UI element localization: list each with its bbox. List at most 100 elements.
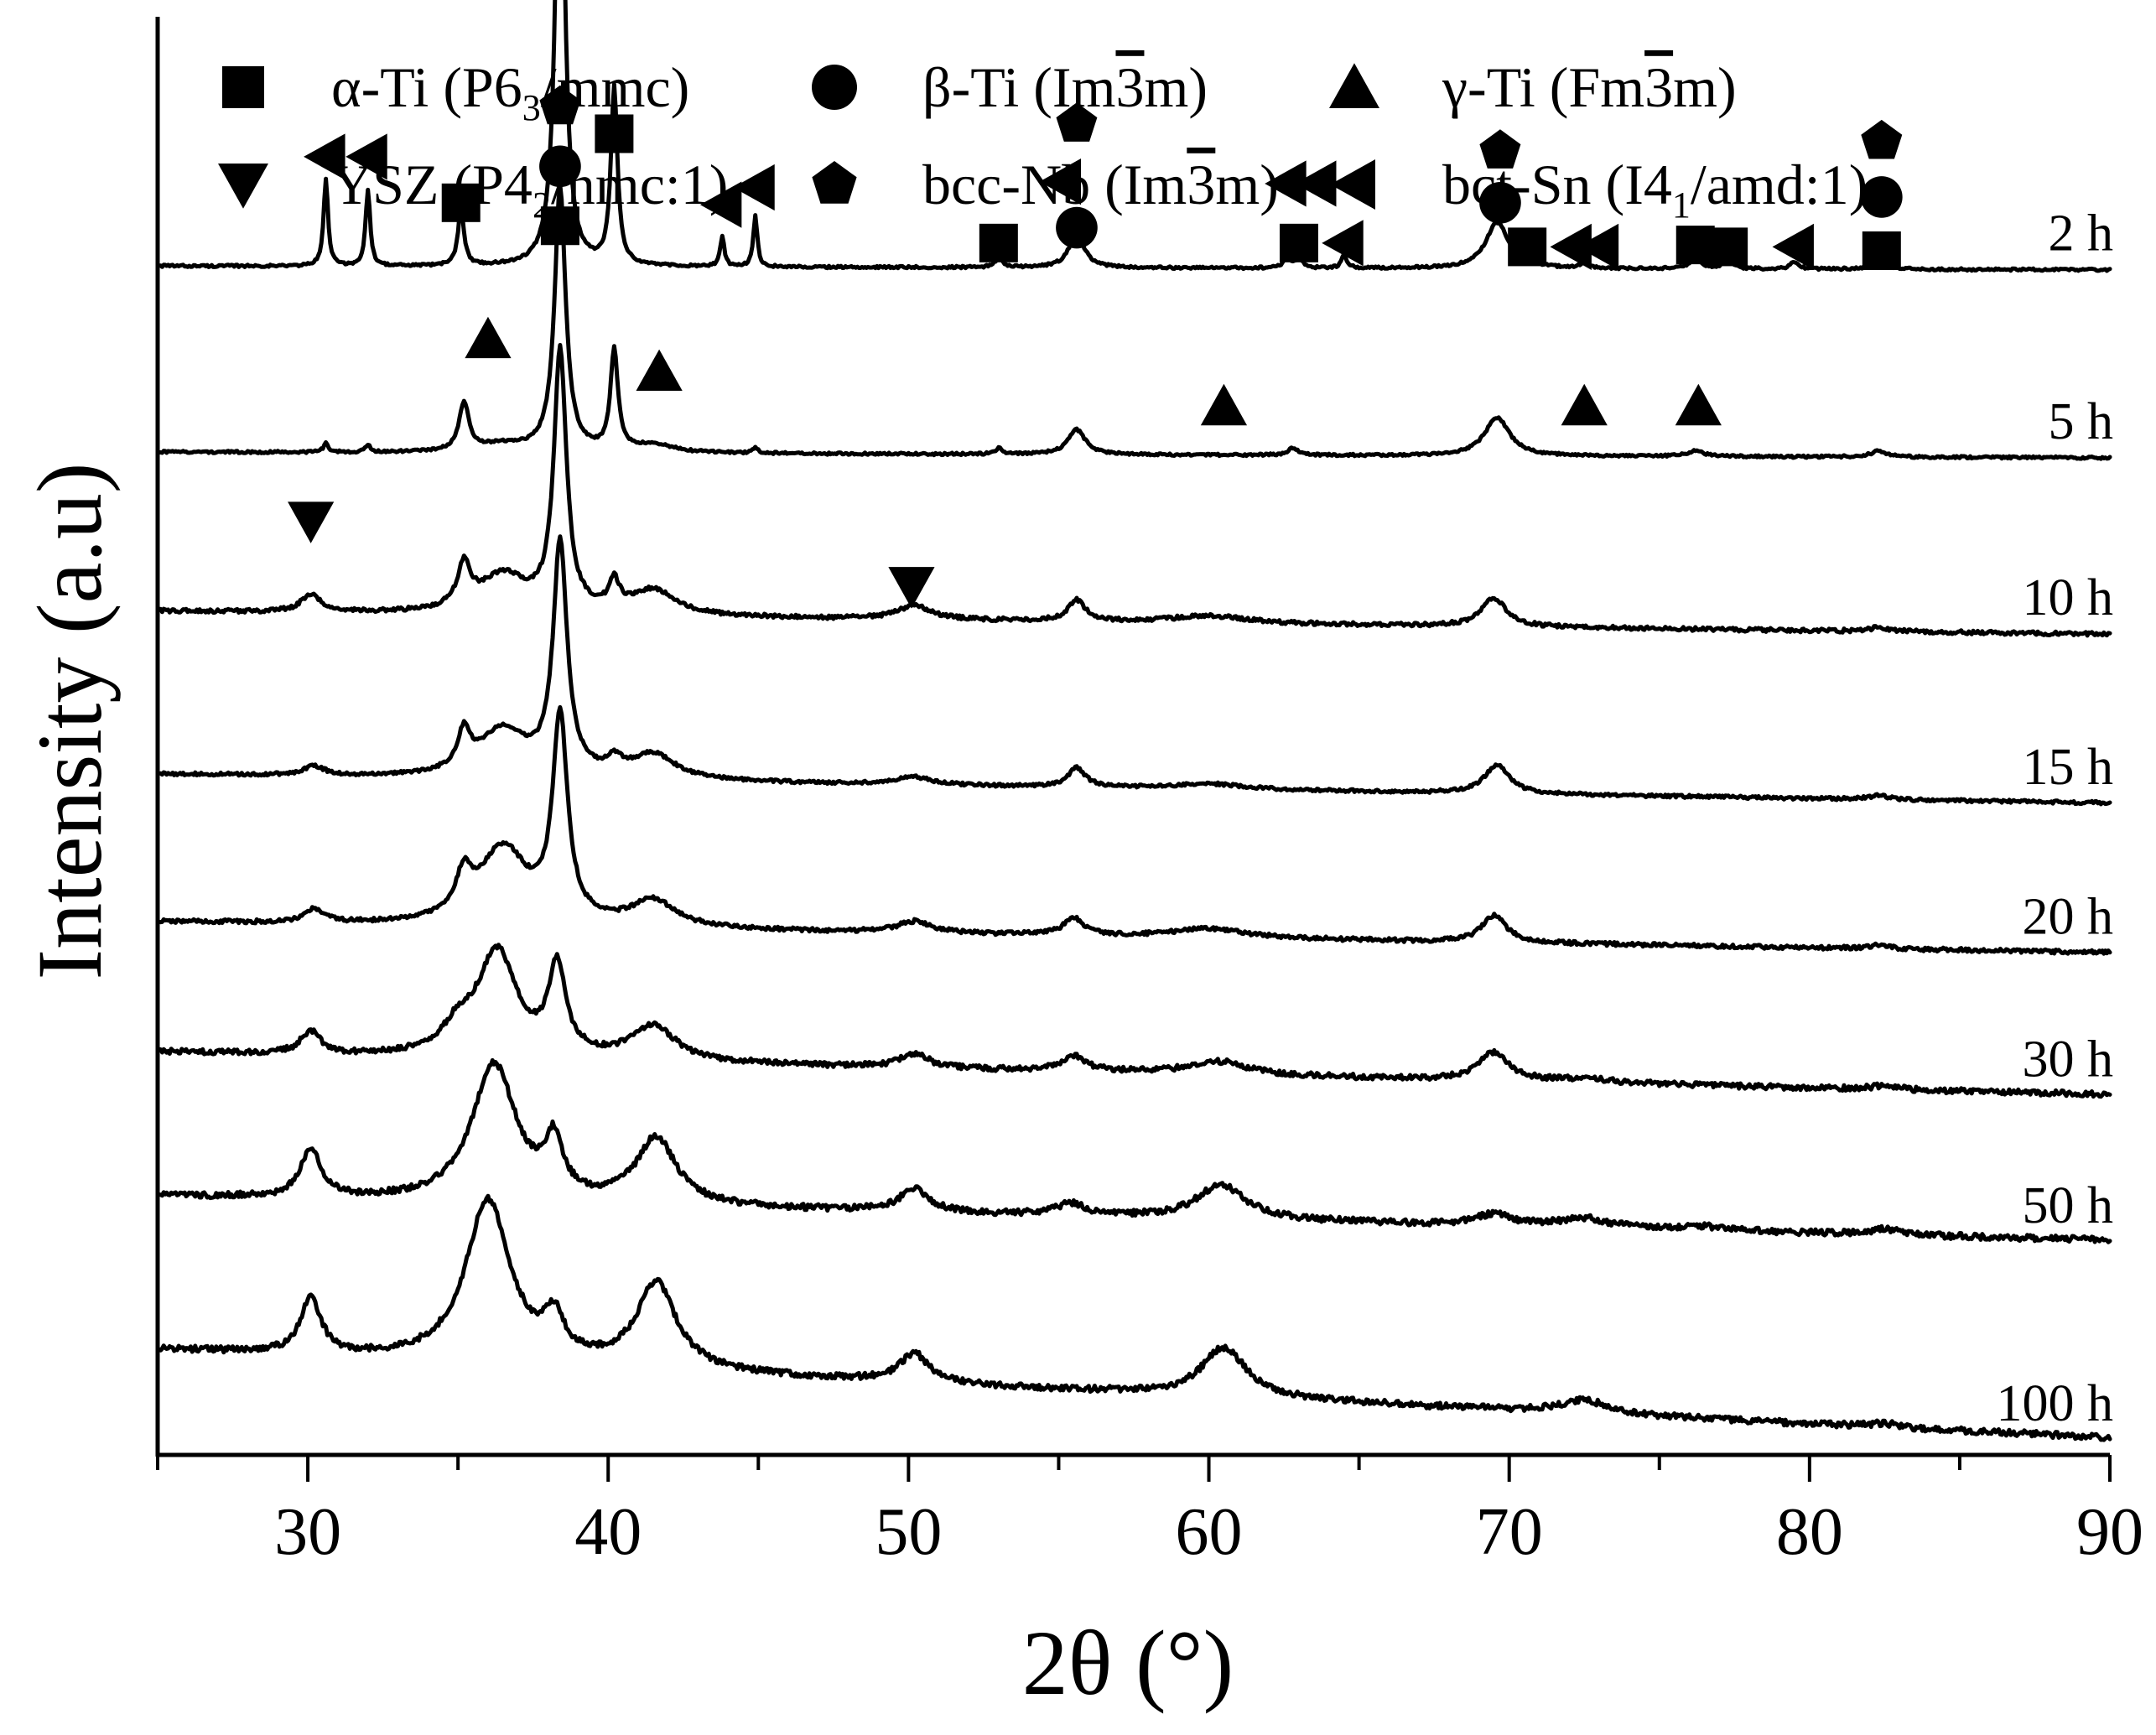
peak-circle-marker [1479, 181, 1521, 224]
series-label-2h: 2 h [2049, 205, 2114, 262]
series-20h-curve [155, 704, 2112, 956]
legend-space-group-end: m) [1144, 55, 1208, 119]
peak-triangle-left-marker [1550, 223, 1592, 270]
legend-space-group-end: /amd:1) [1691, 153, 1868, 216]
legend-label: bct-Sn (I41/amd:1) [1442, 153, 1868, 226]
x-tick-label: 50 [875, 1495, 942, 1569]
legend-entry-ti: γ-Ti (Fm3m) [1329, 55, 1737, 119]
x-tick-label: 90 [2076, 1495, 2143, 1569]
series-label-50h: 50 h [2023, 1177, 2114, 1234]
legend-space-group: (Fm [1535, 55, 1644, 119]
x-axis-title: 2θ (°) [1022, 1612, 1234, 1714]
series-labels: 2 h 5 h 10 h 15 h 20 h 30 h 50 h 100 h [1997, 205, 2114, 1432]
legend-triangle-down-marker [218, 164, 268, 209]
peak-markers [288, 85, 1903, 609]
diffraction-curves [155, 0, 2112, 1442]
legend-circle-marker [812, 65, 857, 110]
peak-pentagon-marker [539, 85, 581, 125]
peak-pentagon-marker [1479, 129, 1521, 169]
series-10h-curve [155, 343, 2112, 638]
peak-triangle-left-marker [304, 133, 345, 180]
peak-circle-marker [1860, 176, 1903, 218]
peak-triangle-left-marker [1772, 223, 1814, 270]
legend-label: bcc-Nb (Im3m) [922, 153, 1279, 216]
peak-square-marker [1862, 231, 1901, 270]
legend-label: β-Ti (Im3m) [922, 55, 1208, 119]
legend-label: γ-Ti (Fm3m) [1442, 55, 1737, 119]
peak-triangle-up-marker [636, 349, 683, 392]
legend: α-Ti (P63/mmc) β-Ti (Im3m) γ-Ti (Fm3m)YSZ … [218, 55, 1868, 226]
legend-space-group-end: m) [1215, 153, 1279, 216]
series-100h-curve [155, 1193, 2112, 1442]
x-tick-label: 40 [574, 1495, 642, 1569]
series-50h-curve [155, 1057, 2112, 1244]
peak-square-marker [441, 183, 481, 222]
axis-titles: 2θ (°) Intensity (a.u) [18, 462, 1234, 1714]
legend-space-group: (P6 [429, 55, 522, 119]
peak-square-marker [1709, 227, 1748, 267]
legend-label: α-Ti (P63/mmc) [331, 55, 689, 128]
legend-pentagon-marker [812, 161, 857, 204]
peak-triangle-up-marker [1561, 383, 1608, 426]
peak-triangle-up-marker [1675, 383, 1722, 426]
series-label-10h: 10 h [2023, 569, 2114, 626]
legend-entry-ysz: YSZ (P42/nmc:1) [218, 153, 728, 226]
legend-entry-ti: β-Ti (Im3m) [812, 55, 1208, 119]
series-label-20h: 20 h [2023, 889, 2114, 946]
series-2h-curve [155, 0, 2112, 273]
peak-triangle-up-marker [1200, 383, 1248, 426]
series-label-15h: 15 h [2023, 739, 2114, 796]
legend-phase: YSZ [331, 153, 439, 216]
legend-overbar-digit: 3 [1187, 153, 1215, 216]
series-label-5h: 5 h [2049, 393, 2114, 450]
series-30h-curve [155, 943, 2112, 1099]
legend-entry-bccnb: bcc-Nb (Im3m) [812, 153, 1279, 216]
legend-square-marker [222, 66, 264, 108]
legend-space-group-end: /mmc) [541, 55, 690, 119]
peak-triangle-left-marker [733, 164, 775, 211]
legend-phase: α-Ti [331, 55, 429, 119]
legend-overbar-digit: 3 [1644, 55, 1673, 119]
peak-triangle-left-marker [1039, 158, 1082, 205]
peak-triangle-left-marker [1322, 220, 1364, 267]
legend-entry-bctsn: bct-Sn (I41/amd:1) [1330, 153, 1868, 226]
peak-triangle-left-marker [1295, 160, 1337, 207]
legend-phase: bct-Sn [1442, 153, 1592, 216]
peak-square-marker [595, 114, 634, 153]
legend-label: YSZ (P42/nmc:1) [331, 153, 728, 226]
peak-triangle-down-marker [888, 567, 935, 609]
legend-phase: bcc-Nb [922, 153, 1090, 216]
peak-pentagon-marker [1861, 119, 1903, 159]
peak-square-marker [1279, 223, 1318, 262]
peak-triangle-down-marker [288, 501, 335, 543]
peak-circle-marker [539, 145, 581, 188]
legend-subscript: 2 [533, 184, 551, 226]
peak-triangle-left-marker [1265, 160, 1307, 207]
peak-square-marker [1675, 226, 1715, 265]
series-5h-curve [155, 182, 2112, 461]
series-label-100h: 100 h [1997, 1375, 2114, 1432]
peak-square-marker [540, 206, 579, 246]
legend-space-group: (I4 [1592, 153, 1672, 216]
peak-triangle-up-marker [465, 316, 512, 359]
series-label-30h: 30 h [2023, 1031, 2114, 1088]
x-tick-label: 30 [274, 1495, 341, 1569]
peak-triangle-left-marker [345, 133, 387, 180]
legend-space-group-end: /nmc:1) [551, 153, 729, 216]
axes: 30 40 50 60 70 80 90 [155, 17, 2143, 1569]
peak-triangle-left-marker [1577, 223, 1619, 270]
legend-phase: β-Ti [922, 55, 1019, 119]
legend-space-group: (Im [1090, 153, 1187, 216]
x-tick-label: 70 [1476, 1495, 1543, 1569]
peak-square-marker [979, 223, 1018, 262]
x-tick-label: 80 [1776, 1495, 1843, 1569]
peak-circle-marker [1056, 206, 1098, 249]
legend-space-group: (Im [1019, 55, 1115, 119]
legend-triangle-left-marker [1330, 159, 1375, 210]
peak-pentagon-marker [1056, 102, 1098, 142]
series-15h-curve [155, 534, 2112, 807]
x-tick-label: 60 [1176, 1495, 1243, 1569]
legend-entry-ti: α-Ti (P63/mmc) [222, 55, 689, 128]
legend-overbar-digit: 3 [1115, 55, 1144, 119]
